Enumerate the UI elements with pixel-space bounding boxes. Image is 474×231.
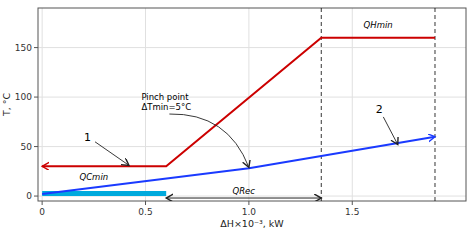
- annotation-arrow: [383, 117, 397, 145]
- tick-label-x: 0: [39, 207, 45, 217]
- grid: [38, 8, 466, 201]
- tick-y: [34, 146, 38, 147]
- y-axis-label: T, °C: [1, 93, 12, 118]
- grid-line-y: [38, 47, 466, 48]
- annotation: 2: [376, 103, 383, 116]
- tick-label-y: 50: [21, 142, 33, 152]
- tick-x: [352, 201, 353, 205]
- tick-label-x: 1.0: [242, 207, 257, 217]
- span-arrow: [166, 198, 321, 199]
- tick-y: [34, 97, 38, 98]
- annotation: Pinch pointΔTmin=5°C: [141, 92, 191, 112]
- annotation-line: ΔTmin=5°C: [141, 102, 191, 112]
- tick-y: [34, 47, 38, 48]
- tick-label-y: 100: [15, 92, 32, 102]
- tick-label-y: 0: [26, 191, 32, 201]
- plot-frame: [38, 8, 466, 201]
- plot-area: [42, 8, 435, 201]
- grid-line-x: [248, 8, 249, 201]
- tick-x: [248, 201, 249, 205]
- annotation-arrow: [169, 114, 249, 167]
- tick-x: [42, 201, 43, 205]
- tick-label-x: 1.5: [345, 207, 359, 217]
- annotation: QHmin: [364, 20, 393, 30]
- x-axis-label: ΔH×10⁻³, kW: [220, 218, 284, 229]
- annotation-arrow: [95, 142, 129, 166]
- tick-label-x: 0.5: [138, 207, 152, 217]
- tick-label-y: 150: [15, 43, 32, 53]
- span-label: QRec: [232, 186, 255, 196]
- annotation: QCmin: [79, 172, 108, 182]
- tick-x: [145, 201, 146, 205]
- annotation: 1: [84, 131, 91, 144]
- grid-line-y: [38, 97, 466, 98]
- annotation-line: Pinch point: [141, 92, 189, 102]
- grid-line-x: [42, 8, 43, 201]
- chart: 0 0.5 1.0 1.5 0 50 100 150 QRec 1 2 Pinch pointΔTmi…: [0, 0, 474, 231]
- tick-y: [34, 196, 38, 197]
